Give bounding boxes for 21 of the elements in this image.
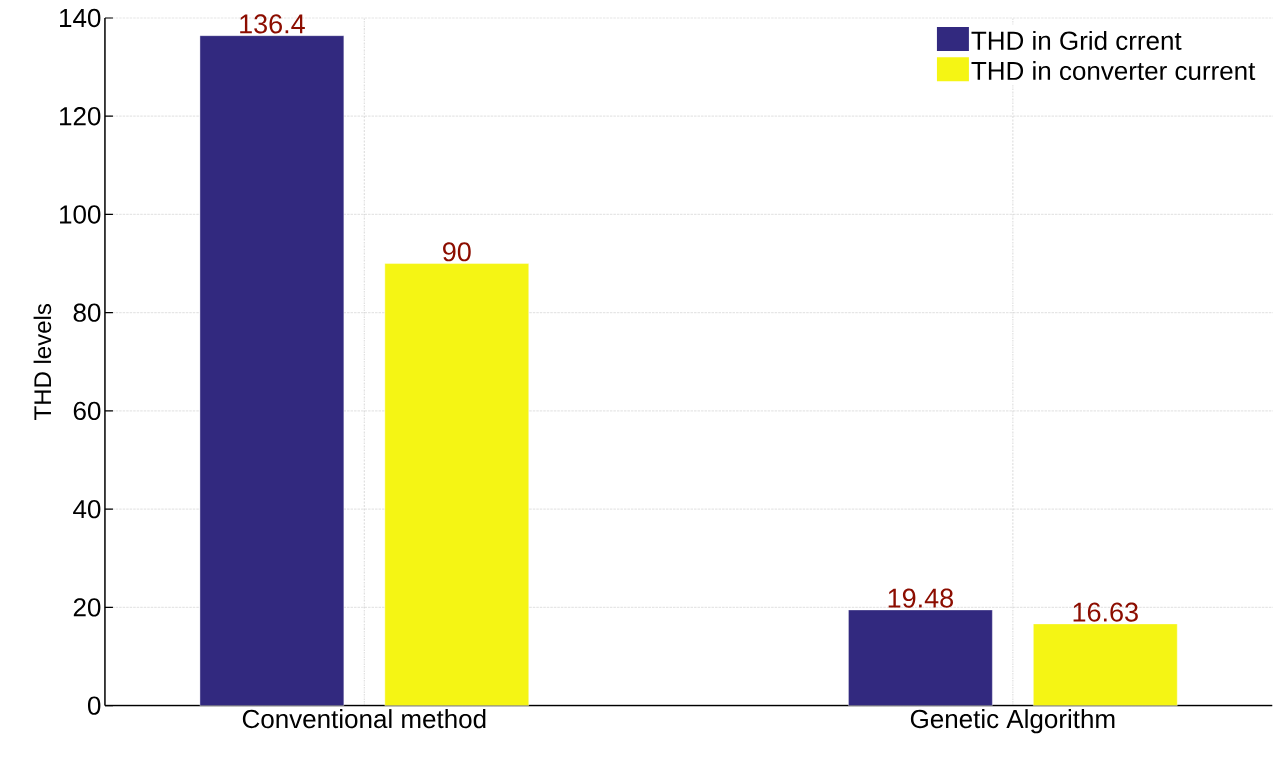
bar — [1033, 623, 1178, 706]
y-tick-label: 0 — [87, 696, 101, 715]
y-tick-label: 80 — [73, 303, 101, 323]
y-tick-label: 100 — [60, 205, 101, 224]
bar — [848, 609, 993, 706]
x-tick-label: Genetic Algorithm — [910, 709, 1115, 734]
data-label: 90 — [443, 242, 471, 262]
x-tick-label: Conventional method — [242, 709, 486, 729]
legend-label: THD in Grid crrent — [971, 31, 1182, 51]
y-tick-label: 60 — [73, 401, 101, 421]
y-tick-label: 20 — [73, 598, 101, 617]
y-tick-label: 120 — [60, 107, 101, 126]
legend-label: THD in converter current — [971, 61, 1256, 81]
y-tick-label: 140 — [60, 8, 101, 28]
y-tick-label: 40 — [73, 500, 101, 519]
data-label: 19.48 — [888, 588, 953, 608]
bar — [384, 263, 529, 706]
data-label: 16.63 — [1073, 602, 1138, 622]
data-label: 136.4 — [240, 14, 305, 34]
y-axis-title: THD levels — [33, 304, 52, 421]
bar — [199, 35, 345, 706]
